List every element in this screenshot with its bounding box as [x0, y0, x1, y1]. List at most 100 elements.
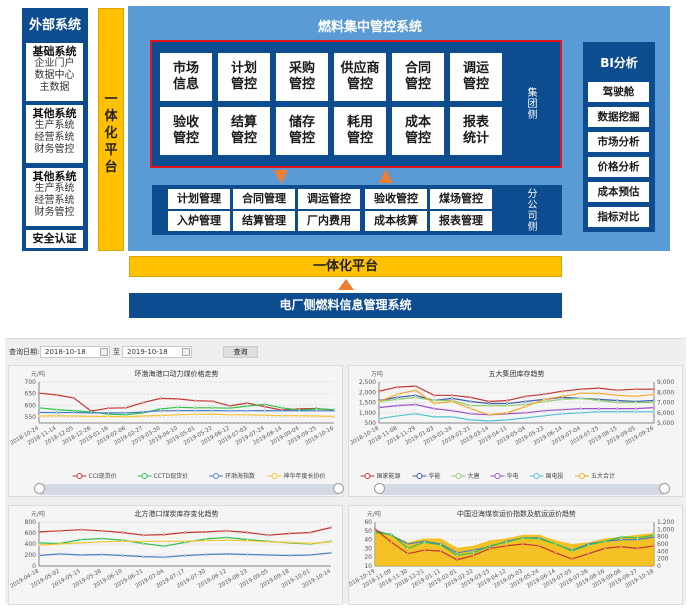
data-point	[37, 414, 41, 418]
legend-marker	[416, 473, 423, 479]
external-systems-panel: 外部系统 基础系统 企业门户 数据中心 主数据 其他系统 生产系统 经营系统 财务管…	[22, 8, 88, 251]
calendar-icon[interactable]	[100, 348, 108, 356]
data-point	[183, 531, 187, 534]
data-point	[142, 555, 145, 558]
data-point	[377, 400, 381, 403]
group-module: 报表 统计	[450, 107, 502, 155]
data-point	[176, 413, 179, 416]
branch-module: 成本核算	[365, 211, 427, 231]
data-point	[561, 408, 564, 411]
platform-bar-label: 一体化平台	[312, 259, 378, 274]
group-module: 验收 管控	[160, 107, 212, 155]
slider-handle-right[interactable]	[659, 483, 670, 494]
data-point	[616, 399, 619, 402]
data-point	[159, 414, 162, 417]
data-point	[225, 529, 228, 532]
legend-label: 华能	[429, 472, 441, 480]
legend-label: 五大合计	[591, 472, 615, 480]
data-point	[228, 409, 232, 412]
end-date-input[interactable]: 2019-10-18	[122, 346, 192, 358]
start-date-input[interactable]: 2018-10-18	[40, 346, 110, 358]
external-item-basic: 基础系统 企业门户 数据中心 主数据	[26, 43, 83, 101]
chart-panel-north-port-stock: 北方港口煤炭库存变化趋势 元/吨 0 200 400 600 800 2019-04-18 20…	[8, 505, 343, 605]
data-point	[406, 542, 409, 546]
data-point	[451, 409, 454, 412]
data-point	[373, 531, 377, 534]
data-point	[616, 389, 619, 392]
slider-handle-left[interactable]	[34, 483, 45, 494]
series-line	[378, 394, 655, 405]
data-point	[634, 410, 637, 413]
external-item-other-1: 其他系统 生产系统 经营系统 财务管控	[26, 105, 83, 163]
data-point	[554, 542, 557, 546]
data-point	[124, 413, 127, 416]
y-axis-unit: 元/吨	[31, 510, 45, 518]
data-point	[506, 399, 509, 402]
y-tick-label: 600	[25, 530, 37, 537]
data-point	[225, 539, 228, 542]
data-point	[432, 394, 436, 397]
calendar-icon[interactable]	[182, 348, 190, 356]
data-point	[194, 399, 197, 402]
y2-tick-label: 800	[657, 534, 669, 541]
zoom-slider[interactable]	[34, 483, 344, 495]
data-point	[107, 415, 110, 418]
data-point	[634, 407, 637, 410]
y-tick-label: 800	[25, 519, 37, 526]
data-point	[79, 528, 82, 531]
query-button[interactable]: 查询	[223, 346, 258, 358]
data-point	[100, 553, 103, 556]
branch-module: 厂内费用	[298, 211, 360, 231]
chart-panel-inventory: 五大集团库存趋势 万吨 500 1,000 1,500 2,000 2,500 5,000 6,…	[348, 365, 683, 497]
y-tick-label: 30	[364, 545, 372, 552]
data-point	[204, 553, 208, 556]
data-point	[72, 414, 75, 418]
zoom-slider[interactable]	[374, 483, 670, 495]
data-point	[524, 400, 527, 403]
vertical-platform-bar: 一体化平台	[98, 8, 124, 251]
group-module: 供应商 管控	[334, 53, 386, 101]
data-point	[228, 407, 232, 410]
branch-module: 合同管理	[233, 189, 295, 209]
data-point	[79, 538, 82, 541]
data-point	[308, 531, 312, 534]
data-point	[124, 411, 127, 415]
series-line	[378, 385, 654, 403]
y-tick-label: 2,000	[359, 389, 376, 396]
data-point	[652, 534, 656, 537]
slider-handle-right[interactable]	[333, 483, 344, 494]
external-item-other-2: 其他系统 生产系统 经营系统 财务管控	[26, 168, 83, 226]
data-point	[288, 532, 291, 535]
data-point	[506, 402, 509, 405]
data-point	[570, 557, 574, 561]
data-point	[194, 409, 197, 412]
y-tick-label: 60	[364, 519, 372, 526]
data-point	[72, 411, 75, 414]
data-point	[652, 401, 656, 404]
data-point	[329, 540, 333, 543]
security-auth: 安全认证	[26, 230, 83, 248]
data-point	[211, 400, 214, 403]
slider-handle-left[interactable]	[374, 483, 385, 494]
vertical-platform-label: 一体化平台	[104, 92, 118, 175]
data-point	[505, 541, 508, 544]
data-point	[561, 398, 564, 401]
data-point	[298, 414, 301, 417]
data-point	[377, 406, 381, 409]
legend-label: 大唐	[468, 472, 480, 480]
data-point	[37, 406, 41, 409]
data-point	[162, 556, 166, 559]
data-point	[373, 527, 377, 531]
branch-module: 煤场管控	[430, 189, 492, 209]
data-point	[72, 396, 75, 400]
platform-bar: 一体化平台	[129, 256, 562, 277]
date-separator: 至	[113, 348, 120, 356]
chart-panel-freight-index: 中国沿海煤炭运价指数及航运运价趋势 元/吨 10 20 30 40 50 60 0 200 400 6…	[345, 505, 683, 605]
series-line	[39, 409, 334, 414]
y-tick-label: 2,500	[359, 379, 376, 386]
data-point	[79, 553, 82, 557]
data-point	[267, 534, 270, 537]
data-point	[620, 538, 623, 541]
data-point	[55, 408, 58, 411]
data-point	[487, 413, 491, 416]
